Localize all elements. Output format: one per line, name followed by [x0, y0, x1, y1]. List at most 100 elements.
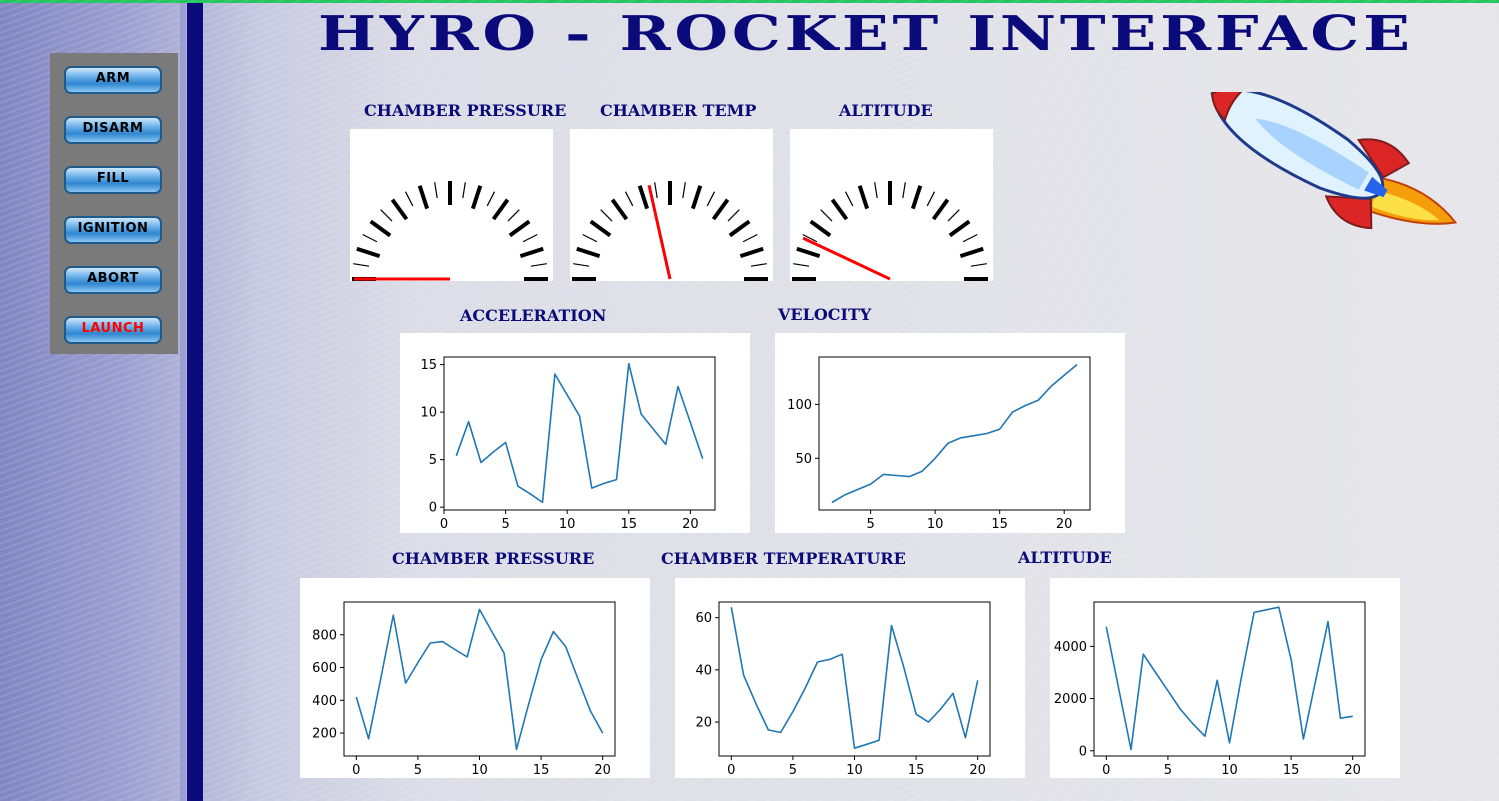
- gauge-tick: [970, 263, 987, 267]
- series-line: [355, 608, 604, 751]
- gauge-tick: [857, 185, 870, 210]
- gauge-tick: [637, 185, 650, 210]
- y-tick-label: 600: [312, 661, 337, 676]
- y-tick-label: 5: [429, 453, 437, 468]
- gauge-tick: [931, 198, 950, 221]
- y-tick-label: 15: [420, 358, 437, 373]
- x-tick-label: 15: [1283, 763, 1300, 778]
- x-tick-label: 5: [1164, 763, 1172, 778]
- x-tick-label: 5: [866, 517, 874, 532]
- x-tick-label: 15: [533, 763, 550, 778]
- gauge-tick: [959, 246, 984, 259]
- series-line: [730, 607, 979, 749]
- rocket-icon: [1210, 92, 1458, 230]
- gauge-tick: [508, 219, 531, 238]
- y-tick-label: 0: [1079, 744, 1087, 759]
- gauge-tick: [902, 182, 906, 199]
- control-panel: ARM DISARM FILL IGNITION ABORT LAUNCH: [50, 53, 178, 354]
- x-tick-label: 20: [1344, 763, 1361, 778]
- gauge-tick: [809, 219, 832, 238]
- x-tick-label: 10: [927, 517, 944, 532]
- y-tick-label: 200: [312, 727, 337, 742]
- x-tick-label: 15: [620, 517, 637, 532]
- gauge-tick: [462, 182, 466, 199]
- gauge-tick: [576, 246, 601, 259]
- gauge-tick: [706, 191, 716, 207]
- x-tick-label: 5: [789, 763, 797, 778]
- plot-frame: [1093, 601, 1366, 757]
- y-tick-label: 0: [429, 501, 437, 516]
- x-tick-label: 10: [846, 763, 863, 778]
- fill-button[interactable]: FILL: [64, 166, 162, 194]
- gauge-tick: [434, 182, 438, 199]
- gauge-tick: [380, 209, 393, 222]
- y-tick-label: 400: [312, 694, 337, 709]
- gauge-tick: [947, 209, 960, 222]
- gauge-tick: [353, 263, 370, 267]
- gauge-tick: [796, 246, 821, 259]
- gauge-tick: [682, 182, 686, 199]
- gauge-tick: [356, 246, 381, 259]
- plot-label-altitude: ALTITUDE: [1018, 548, 1112, 567]
- gauge-tick: [522, 233, 538, 243]
- gauge-tick: [417, 185, 430, 210]
- y-tick-label: 20: [695, 716, 712, 731]
- gauge-tick: [369, 219, 392, 238]
- gauge-tick: [589, 219, 612, 238]
- y-tick-label: 60: [695, 611, 712, 626]
- gauge-tick: [404, 191, 414, 207]
- disarm-button[interactable]: DISARM: [64, 116, 162, 144]
- plot-label-velocity: VELOCITY: [778, 305, 872, 324]
- x-tick-label: 5: [414, 763, 422, 778]
- gauge-chamber-pressure: [350, 129, 553, 281]
- gauge-label-chamber-pressure: CHAMBER PRESSURE: [364, 101, 567, 120]
- y-tick-label: 2000: [1054, 692, 1087, 707]
- plot-label-chamber-pressure: CHAMBER PRESSURE: [392, 549, 595, 568]
- gauge-tick: [470, 185, 483, 210]
- navy-divider-bar: [187, 3, 203, 801]
- x-tick-label: 20: [682, 517, 699, 532]
- gauge-tick: [624, 191, 634, 207]
- gauge-tick: [573, 263, 590, 267]
- chamber-temperature-chart: 0 5 10 15 20 20 40 60: [675, 578, 1025, 778]
- ignition-button[interactable]: IGNITION: [64, 216, 162, 244]
- gauge-tick: [820, 209, 833, 222]
- x-tick-label: 0: [440, 517, 448, 532]
- x-tick-label: 0: [1102, 763, 1110, 778]
- abort-button[interactable]: ABORT: [64, 266, 162, 294]
- gauge-tick: [491, 198, 510, 221]
- gauge-chamber-temp: [570, 129, 773, 281]
- x-tick-label: 20: [594, 763, 611, 778]
- gauge-tick: [728, 219, 751, 238]
- series-line: [831, 363, 1078, 504]
- gauge-tick: [582, 233, 598, 243]
- gauge-tick: [739, 246, 764, 259]
- plot-frame: [718, 601, 991, 757]
- gauge-tick: [610, 198, 629, 221]
- plot-frame: [343, 601, 616, 757]
- gauge-tick: [948, 219, 971, 238]
- launch-button[interactable]: LAUNCH: [64, 316, 162, 344]
- app-title: Hyro - Rocket Interface: [318, 6, 1414, 62]
- x-tick-label: 15: [991, 517, 1008, 532]
- gauge-tick: [654, 182, 658, 199]
- gauge-tick: [910, 185, 923, 210]
- arm-button[interactable]: ARM: [64, 66, 162, 94]
- gauge-label-altitude: ALTITUDE: [839, 101, 933, 120]
- gauge-needle: [802, 236, 891, 281]
- gauge-tick: [727, 209, 740, 222]
- gauge-tick: [830, 198, 849, 221]
- x-tick-label: 0: [727, 763, 735, 778]
- x-tick-label: 10: [1221, 763, 1238, 778]
- series-line: [455, 362, 704, 504]
- gauge-tick: [486, 191, 496, 207]
- x-tick-label: 10: [471, 763, 488, 778]
- gauge-tick: [844, 191, 854, 207]
- gauge-tick: [802, 233, 818, 243]
- gauge-tick: [711, 198, 730, 221]
- gauge-tick: [507, 209, 520, 222]
- y-tick-label: 10: [420, 406, 437, 421]
- plot-frame: [818, 356, 1091, 511]
- series-line: [1105, 606, 1353, 751]
- y-tick-label: 800: [312, 628, 337, 643]
